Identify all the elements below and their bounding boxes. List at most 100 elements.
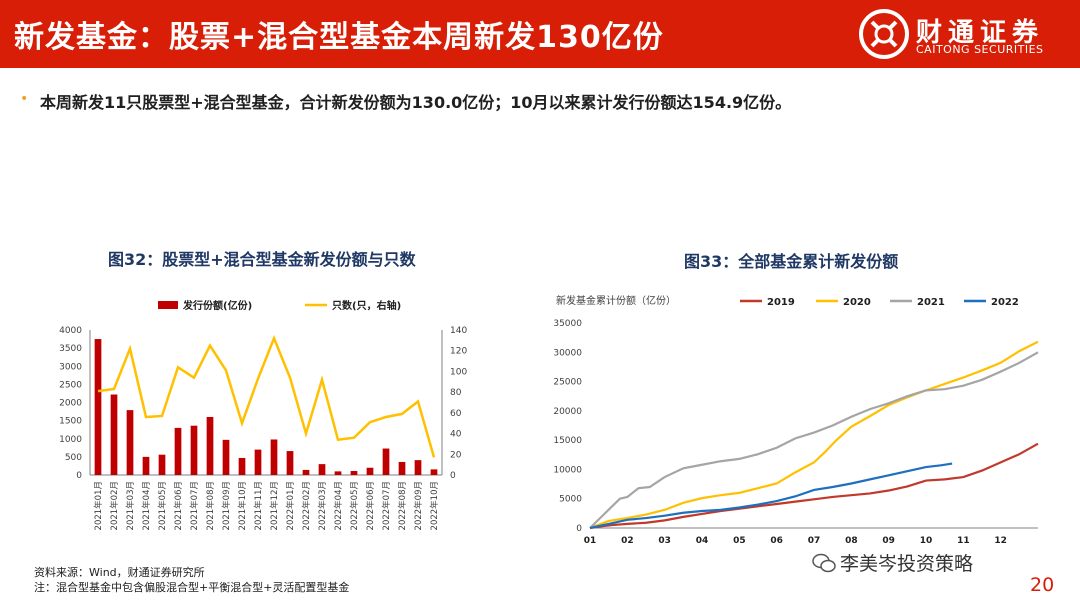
- right-tick-label: 40: [450, 430, 462, 440]
- bullet-dot-icon: •: [20, 91, 29, 107]
- x-tick-label: 12: [994, 536, 1007, 546]
- x-tick-label: 2021年06月: [173, 481, 184, 530]
- right-tick-label: 60: [450, 409, 462, 419]
- left-tick-label: 2000: [59, 399, 82, 409]
- x-tick-label: 2021年02月: [109, 481, 120, 530]
- x-tick-label: 01: [584, 536, 597, 546]
- y-tick-label: 25000: [553, 378, 582, 388]
- x-tick-label: 06: [770, 536, 783, 546]
- legend-label-2020: 2020: [843, 297, 871, 308]
- bar: [142, 456, 150, 475]
- logo-text-en: CAITONG SECURITIES: [916, 43, 1044, 56]
- bar: [174, 427, 182, 475]
- logo-text-cn: 财通证券: [916, 18, 1045, 48]
- bar: [414, 460, 422, 475]
- bar: [302, 469, 310, 475]
- x-tick-label: 2022年02月: [301, 481, 312, 530]
- logo-icon: [859, 9, 909, 59]
- bar: [318, 464, 326, 475]
- y-tick-label: 10000: [553, 465, 582, 475]
- x-tick-label: 2021年12月: [269, 481, 280, 530]
- x-tick-label: 2022年07月: [381, 481, 392, 530]
- bar: [398, 461, 406, 475]
- figure-33-title: 图33：全部基金累计新发份额: [684, 252, 899, 271]
- x-tick-label: 02: [621, 536, 634, 546]
- x-tick-label: 2022年03月: [317, 481, 328, 530]
- x-tick-label: 07: [808, 536, 821, 546]
- x-tick-label: 2021年03月: [125, 481, 136, 530]
- left-tick-label: 4000: [59, 326, 82, 336]
- fund-issuance-bar-line-chart: 0 500 1000 1500 2000 2500 3000 3500 4000 0 20 40 60 8…: [59, 299, 467, 530]
- legend-label-2021: 2021: [917, 297, 945, 308]
- bar: [94, 339, 102, 475]
- series-line: [97, 334, 436, 458]
- x-tick-label: 2021年05月: [157, 481, 168, 530]
- header-bar: 新发基金：股票+混合型基金本周新发130亿份 财通证券 CAITONG SECU…: [0, 0, 1080, 68]
- bar: [222, 439, 230, 475]
- x-tick-label: 03: [658, 536, 671, 546]
- x-tick-label: 2021年10月: [237, 481, 248, 530]
- x-tick-label: 11: [957, 536, 970, 546]
- left-tick-label: 1500: [59, 417, 82, 427]
- left-tick-label: 500: [65, 453, 82, 463]
- wechat-icon: [812, 553, 836, 573]
- y-tick-label: 5000: [559, 495, 582, 505]
- x-tick-label: 2022年09月: [413, 481, 424, 530]
- page-title: 新发基金：股票+混合型基金本周新发130亿份: [14, 20, 664, 55]
- bar: [206, 417, 214, 475]
- x-tick-label: 08: [845, 536, 858, 546]
- x-tick-label: 2021年11月: [253, 481, 264, 530]
- y-axis-label: 新发基金累计份额（亿份）: [556, 294, 676, 307]
- x-tick-label: 2021年08月: [205, 481, 216, 530]
- cumulative-issuance-line-chart: 0 5000 10000 15000 20000 25000 30000 35000 01 02 0…: [553, 294, 1039, 546]
- y-tick-label: 35000: [553, 319, 582, 329]
- series-line-2020: [589, 340, 1039, 530]
- y-tick-label: 15000: [553, 436, 582, 446]
- right-tick-label: 100: [450, 367, 467, 377]
- left-tick-label: 3000: [59, 362, 82, 372]
- bar: [286, 451, 294, 475]
- series-line-2022: [589, 462, 953, 530]
- series-line-2021: [589, 351, 1039, 529]
- legend-label-2022: 2022: [991, 297, 1019, 308]
- x-tick-label: 10: [920, 536, 933, 546]
- left-tick-label: 2500: [59, 380, 82, 390]
- bar: [334, 471, 342, 475]
- bar: [382, 448, 390, 475]
- x-tick-label: 2022年06月: [365, 481, 376, 530]
- right-tick-label: 120: [450, 347, 467, 357]
- right-tick-label: 140: [450, 326, 467, 336]
- bar: [270, 439, 278, 475]
- footnote: 注：混合型基金中包含偏股混合型+平衡混合型+灵活配置型基金: [34, 581, 350, 594]
- bar: [430, 469, 438, 475]
- legend-label-bar: 发行份额(亿份): [182, 299, 252, 312]
- page-number: 20: [1030, 574, 1055, 596]
- x-tick-label: 2022年10月: [429, 481, 440, 530]
- y-tick-label: 20000: [553, 407, 582, 417]
- legend-swatch-bar: [158, 301, 178, 309]
- x-tick-label: 2021年07月: [189, 481, 200, 530]
- x-tick-label: 2021年04月: [141, 481, 152, 530]
- x-tick-label: 09: [882, 536, 895, 546]
- left-tick-label: 3500: [59, 344, 82, 354]
- bar: [254, 449, 262, 475]
- bar: [190, 425, 198, 475]
- x-tick-label: 2021年09月: [221, 481, 232, 530]
- x-tick-label: 2021年01月: [93, 481, 104, 530]
- summary-text: 本周新发11只股票型+混合型基金，合计新发份额为130.0亿份；10月以来累计发…: [40, 93, 792, 112]
- bar: [238, 457, 246, 475]
- legend-label-line: 只数(只，右轴): [332, 299, 401, 312]
- right-tick-label: 80: [450, 388, 462, 398]
- left-tick-label: 0: [76, 471, 82, 481]
- bar: [158, 454, 166, 475]
- left-tick-label: 1000: [59, 435, 82, 445]
- legend-label-2019: 2019: [767, 297, 795, 308]
- x-tick-label: 2022年04月: [333, 481, 344, 530]
- right-tick-label: 20: [450, 450, 462, 460]
- right-tick-label: 0: [450, 471, 456, 481]
- source-note: 资料来源：Wind，财通证券研究所: [34, 566, 205, 579]
- x-tick-label: 2022年05月: [349, 481, 360, 530]
- bar: [126, 410, 134, 475]
- x-tick-label: 04: [696, 536, 709, 546]
- company-logo: 财通证券 CAITONG SECURITIES: [858, 8, 1073, 60]
